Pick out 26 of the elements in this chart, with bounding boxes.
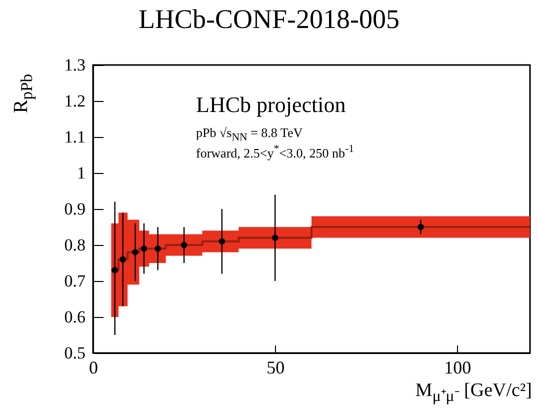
y-tick-label: 1.1 [64,128,86,146]
y-tick-label: 0.9 [64,200,86,218]
y-tick-label: 0.7 [64,272,86,290]
annotation: pPb √s$_{NN}$ = 8.8 TeV [196,125,303,144]
x-tick-label: 50 [266,358,285,378]
point [218,238,226,245]
x-axis-title: M$_{μ⁺μ⁻}$ [GeV/c²] [415,380,532,406]
annotation: LHCb projection [196,92,346,118]
point [154,245,161,252]
y-tick-label: 1.2 [64,92,86,110]
y-tick-label: 1.3 [64,56,86,74]
y-tick-label: 1 [77,164,86,182]
annotation: forward, 2.5<y$^{*}$<3.0, 250 nb$^{-1}$ [196,143,354,162]
chart-title: LHCb-CONF-2018-005 [138,4,400,35]
y-tick-label: 0.5 [64,344,86,362]
x-tick-label: 0 [89,358,98,378]
point [180,242,188,248]
point [120,256,126,263]
point [272,234,278,241]
point [132,249,138,256]
point [112,267,118,274]
point [140,245,148,252]
x-tick-label: 100 [444,358,472,378]
y-tick-label: 0.6 [64,308,86,326]
y-tick-label: 0.8 [64,236,86,254]
point [418,224,424,230]
